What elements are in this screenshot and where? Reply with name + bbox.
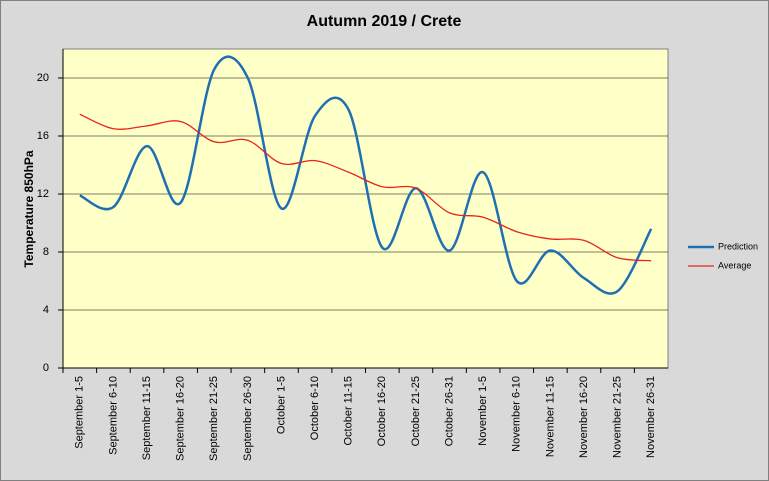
x-tick-label: November 16-20 [578, 376, 590, 458]
y-tick-label: 0 [43, 362, 49, 374]
x-tick-label: October 16-20 [376, 376, 388, 446]
y-axis-title: Temperature 850hPa [22, 150, 36, 267]
y-tick-label: 8 [43, 246, 49, 258]
x-tick-label: November 26-31 [645, 376, 657, 458]
x-tick-label: November 6-10 [511, 376, 523, 452]
x-tick-label: October 6-10 [309, 376, 321, 440]
x-tick-label: September 1-5 [74, 376, 86, 449]
plot-area [62, 48, 669, 369]
series-line [79, 55, 653, 295]
x-tick-label: September 21-25 [208, 376, 220, 461]
x-tick-label: November 1-5 [477, 376, 489, 446]
x-tick-label: September 6-10 [107, 376, 119, 455]
y-tick-label: 16 [37, 130, 49, 142]
x-tick-label: November 11-15 [544, 376, 556, 457]
x-tick-label: November 21-25 [611, 376, 623, 458]
y-tick-label: 12 [37, 188, 49, 200]
x-tick-label: September 11-15 [141, 376, 153, 460]
legend-label: Average [718, 260, 751, 270]
y-tick-label: 4 [43, 304, 49, 316]
x-tick-label: September 16-20 [175, 376, 187, 461]
x-tick-label: September 26-30 [242, 376, 254, 461]
x-tick-label: October 26-31 [443, 376, 455, 446]
chart-title: Autumn 2019 / Crete [307, 13, 462, 30]
x-tick-label: October 11-15 [343, 376, 355, 446]
y-tick-label: 20 [37, 72, 49, 84]
legend-label: Prediction [718, 241, 758, 251]
series-line [79, 113, 652, 262]
x-tick-label: October 21-25 [410, 376, 422, 446]
x-tick-label: October 1-5 [275, 376, 287, 434]
